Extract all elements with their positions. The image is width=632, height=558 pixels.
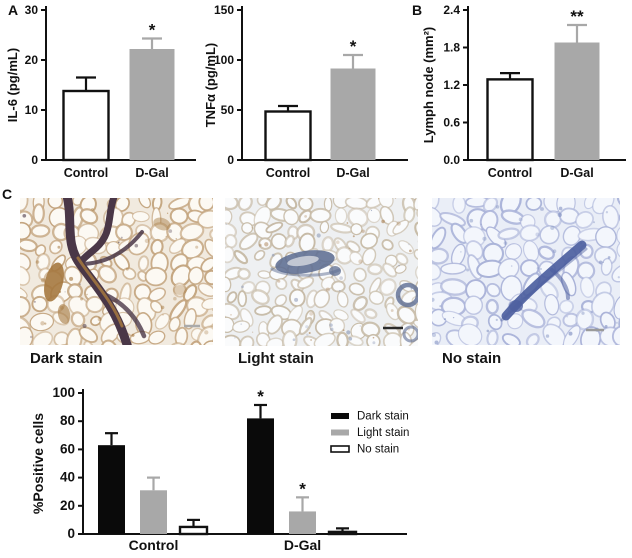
legend-swatch [331,429,349,436]
y-tick-label: 1.8 [443,41,460,55]
x-category-label: Control [266,166,310,180]
bar-control-light-stain [140,490,167,534]
y-tick-label: 100 [52,385,75,400]
bar-control [486,78,534,162]
bar-control-dark-stain [98,445,125,534]
stained-region [153,217,171,231]
significance-marker: * [299,479,306,498]
chart-tnfa: 0 50 100 150 TNFα (pg/mL) * Control D-Gal [198,0,416,186]
bar-control [62,89,110,162]
chart-svg-positive-cells: 0 20 40 60 80 100 %Positive cells * * Control D-Ga… [30,385,409,553]
significance-marker: ** [570,7,584,26]
y-axis-label: TNFα (pg/mL) [203,43,218,128]
caption-dark-stain: Dark stain [30,350,103,367]
y-tick-label: 40 [60,470,75,485]
bar-d-gal-no-stain [327,530,358,536]
x-category-label: Control [488,166,532,180]
micrograph-dark-stain [20,198,213,345]
vessel [76,198,118,268]
stained-region [173,285,187,295]
caption-light-stain: Light stain [238,350,314,367]
micrograph-light-stain [225,198,418,346]
chart-lymph-node: 0.0 0.6 1.2 1.8 2.4 Lymph node (mm²) ** Control… [408,0,632,186]
chart-svg-tnfa: 0 50 100 150 TNFα (pg/mL) * Control D-Gal [203,3,408,180]
significance-marker: * [257,387,264,406]
adipocyte-cells [20,198,213,345]
adipocyte-cells [432,198,620,345]
bar-d-gal-light-stain [289,511,316,534]
vessel [500,247,588,322]
vessel [101,291,147,339]
vessel [270,267,341,277]
y-tick-label: 0 [31,153,38,167]
adipocyte-cells [225,198,418,346]
caption-no-stain: No stain [442,350,502,367]
chart-svg-lymph-node: 0.0 0.6 1.2 1.8 2.4 Lymph node (mm²) ** Control… [421,3,626,180]
y-tick-label: 80 [60,413,75,428]
panel-label-a: A [8,2,19,18]
bar-d-gal [330,68,376,160]
vessel [78,230,144,266]
stained-region [402,325,418,343]
stained-region [44,262,64,302]
y-tick-label: 0 [67,526,75,541]
chart-positive-cells: 0 20 40 60 80 100 %Positive cells * * Control D-Ga… [30,374,432,558]
x-category-label: Control [64,166,108,180]
x-category-label: D-Gal [284,537,321,553]
y-tick-label: 1.2 [443,78,460,92]
h-no-svg [432,198,620,345]
x-category-label: D-Gal [336,166,369,180]
chart-il6: 0 10 20 30 IL-6 (pg/mL) * Control D-Gal [0,0,200,186]
y-axis-label: Lymph node (mm²) [421,27,436,144]
significance-marker: * [350,37,357,56]
significance-marker: * [149,21,156,40]
x-category-label: Control [129,537,179,553]
legend-swatch [330,445,350,453]
chart-svg-il6: 0 10 20 30 IL-6 (pg/mL) * Control D-Gal [5,3,196,180]
h-light-svg [225,198,418,346]
y-tick-label: 0 [227,153,234,167]
y-tick-label: 100 [214,53,234,67]
x-category-label: D-Gal [560,166,593,180]
bar-control [264,110,312,162]
panel-label-c: C [2,186,13,202]
legend-label: Dark stain [357,411,409,423]
legend-label: Light stain [357,427,409,439]
y-tick-label: 0.6 [443,116,460,130]
bar-d-gal-dark-stain [247,418,274,534]
vessel [501,240,587,321]
y-tick-label: 20 [25,53,39,67]
y-axis-label: %Positive cells [30,413,46,514]
stained-region [395,282,418,308]
y-tick-label: 20 [60,498,75,513]
y-tick-label: 150 [214,3,234,17]
stained-region [57,304,71,324]
legend-swatch [331,413,349,419]
vessel [550,268,570,300]
y-tick-label: 50 [221,103,235,117]
bar-d-gal [554,42,600,160]
h-dark-svg [20,198,213,345]
x-category-label: D-Gal [135,166,168,180]
stained-region [287,255,319,267]
vessel [76,256,124,328]
bar-d-gal [129,49,175,160]
legend-label: No stain [357,444,399,456]
micrograph-no-stain [432,198,620,345]
y-tick-label: 30 [25,3,39,17]
y-tick-label: 10 [25,103,39,117]
y-tick-label: 60 [60,441,75,456]
panel-label-b: B [412,2,423,18]
y-axis-label: IL-6 (pg/mL) [5,48,20,122]
y-tick-label: 2.4 [443,3,460,17]
bar-control-no-stain [178,525,209,536]
y-tick-label: 0.0 [443,153,460,167]
